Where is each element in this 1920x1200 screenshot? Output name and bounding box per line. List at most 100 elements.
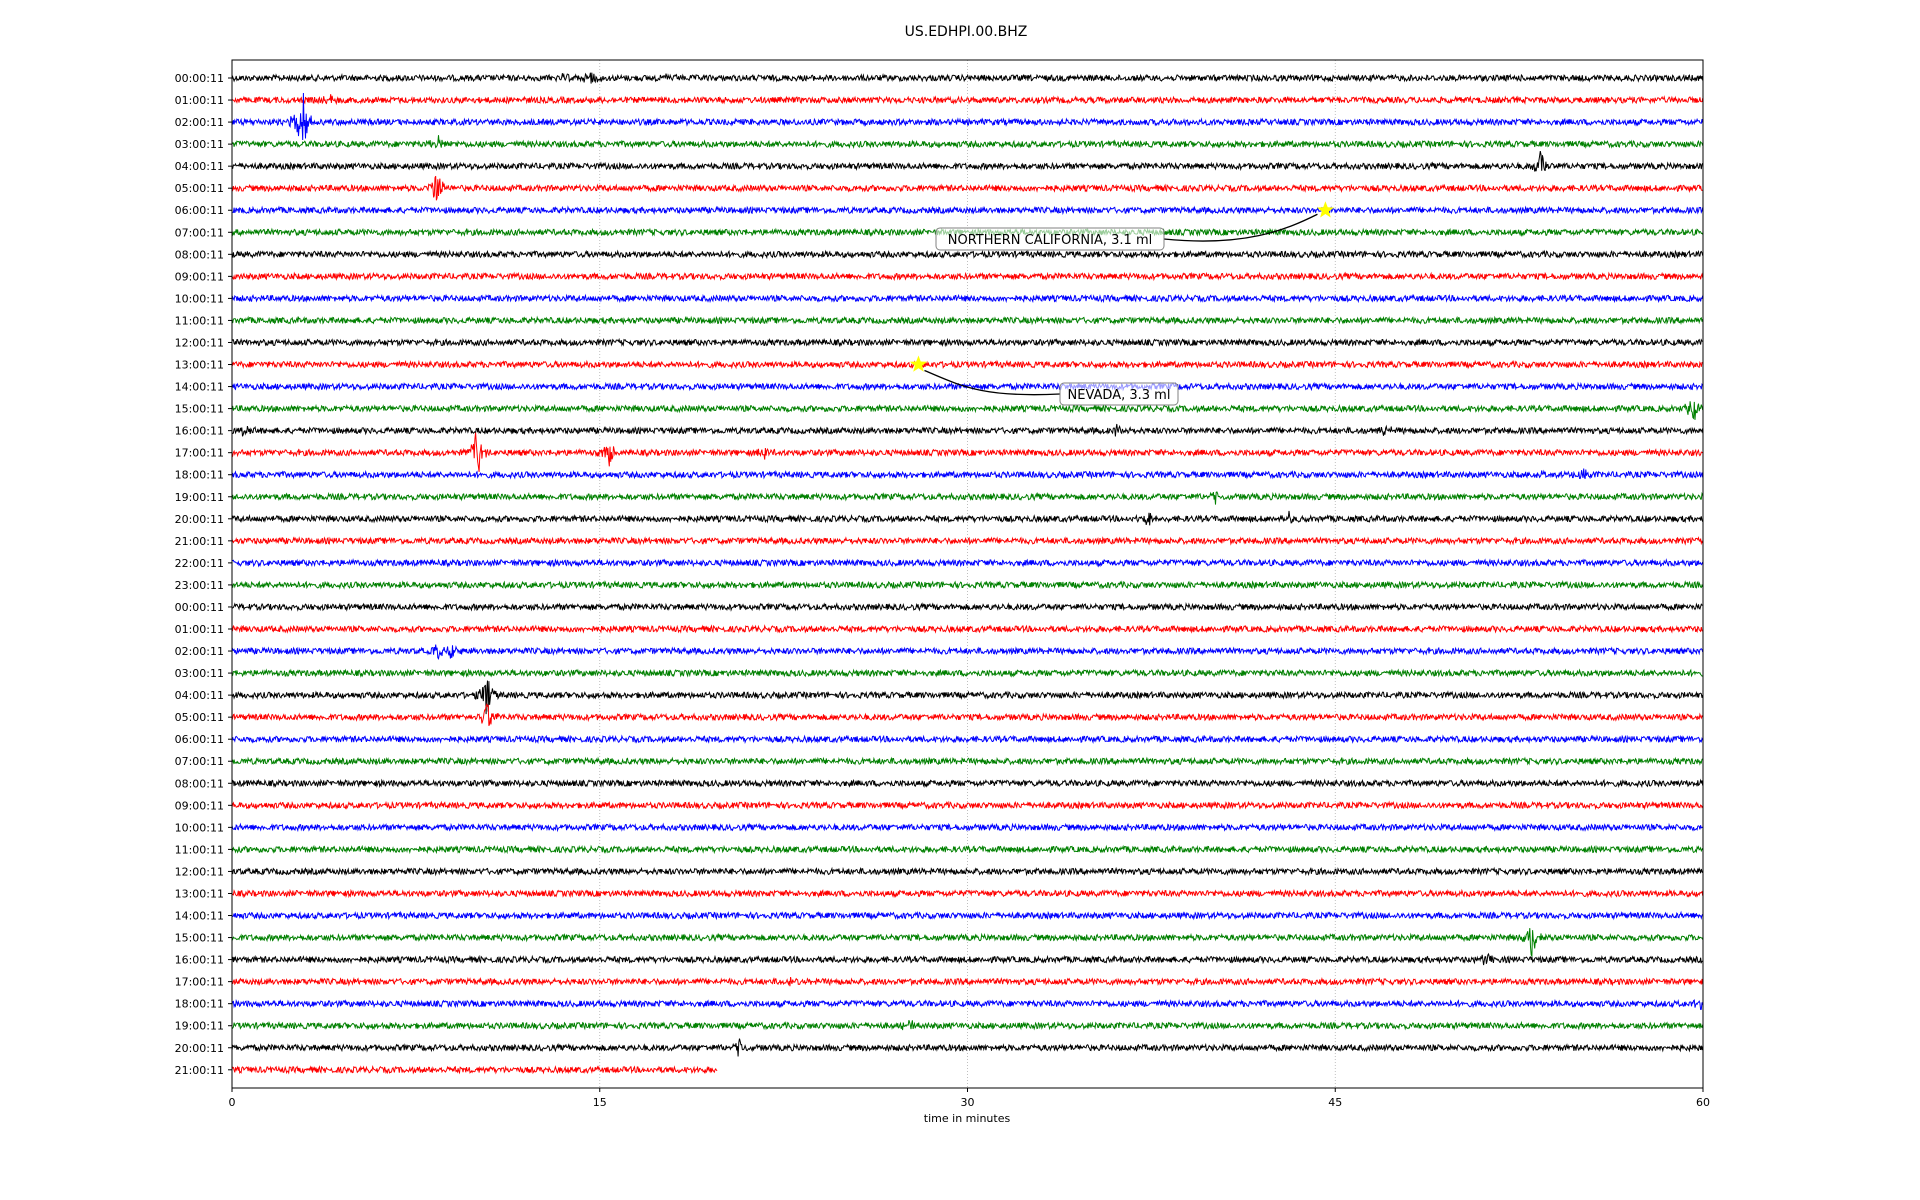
x-tick-label: 30 [961, 1096, 975, 1109]
y-tick-label: 09:00:11 [175, 270, 224, 283]
annotation-box [1059, 382, 1179, 406]
y-tick-label: 07:00:11 [175, 755, 224, 768]
y-tick-label: 11:00:11 [175, 314, 224, 327]
trace-line [231, 703, 1704, 726]
y-tick-label: 16:00:11 [175, 954, 224, 967]
annotations: NORTHERN CALIFORNIA, 3.1 ml NEVADA, 3.3 m… [909, 201, 1334, 406]
annotation-label: NORTHERN CALIFORNIA, 3.1 ml [948, 233, 1152, 248]
y-tick-label: 14:00:11 [175, 381, 224, 394]
trace-line [231, 888, 1704, 899]
x-tick-label: 0 [229, 1096, 236, 1109]
trace-line [231, 800, 1704, 811]
y-tick-label: 00:00:11 [175, 72, 224, 85]
y-tick-label: 05:00:11 [175, 711, 224, 724]
trace-line [231, 72, 1704, 84]
trace-line [231, 337, 1703, 348]
trace-line [231, 175, 1703, 201]
trace-line [231, 491, 1704, 505]
trace-line [231, 468, 1704, 480]
y-tick-label: 12:00:11 [175, 865, 224, 878]
y-tick-label: 10:00:11 [175, 292, 224, 305]
chart-title: US.EDHPI.00.BHZ [905, 24, 1028, 40]
trace-line [231, 558, 1704, 568]
y-tick-label: 17:00:11 [175, 447, 224, 460]
trace-line [231, 271, 1704, 282]
x-axis-label: time in minutes [924, 1112, 1011, 1125]
trace-line [231, 205, 1704, 216]
y-tick-label: 15:00:11 [175, 403, 224, 416]
trace-line [231, 756, 1703, 767]
trace-line [231, 866, 1704, 877]
trace-line [231, 315, 1704, 326]
y-tick-label: 12:00:11 [175, 336, 224, 349]
y-tick-label: 00:00:11 [175, 601, 224, 614]
trace-line [231, 644, 1704, 660]
y-tick-label: 19:00:11 [175, 491, 224, 504]
y-tick-label: 17:00:11 [175, 976, 224, 989]
x-tick-label: 60 [1696, 1096, 1710, 1109]
y-tick-label: 22:00:11 [175, 557, 224, 570]
y-tick-label: 11:00:11 [175, 843, 224, 856]
trace-line [231, 976, 1704, 987]
y-tick-label: 13:00:11 [175, 359, 224, 372]
event-star-marker [1316, 201, 1334, 218]
annotation-arrow [1163, 213, 1318, 242]
y-tick-label: 16:00:11 [175, 425, 224, 438]
y-tick-label: 20:00:11 [175, 513, 224, 526]
y-tick-label: 10:00:11 [175, 821, 224, 834]
trace-line [231, 510, 1704, 526]
y-tick-label: 08:00:11 [175, 248, 224, 261]
y-tick-label: 05:00:11 [175, 182, 224, 195]
y-tick-label: 01:00:11 [175, 623, 224, 636]
trace-line [231, 952, 1703, 966]
trace-line [231, 432, 1703, 472]
trace-line [231, 668, 1703, 678]
trace-line [231, 734, 1704, 744]
annotation-label: NEVADA, 3.3 ml [1068, 388, 1171, 403]
trace-line [231, 135, 1704, 150]
trace-line [231, 293, 1704, 304]
y-tick-label: 14:00:11 [175, 910, 224, 923]
trace-line [231, 151, 1704, 172]
trace-line [231, 94, 1704, 106]
y-tick-label: 02:00:11 [175, 645, 224, 658]
trace-line [231, 910, 1704, 921]
y-tick-labels: 00:00:11 01:00:11 02:00:11 03:00:11 04:00:11… [175, 72, 232, 1077]
y-tick-label: 02:00:11 [175, 116, 224, 129]
annotation: NEVADA, 3.3 ml [909, 355, 1179, 406]
trace-line [231, 602, 1703, 612]
trace-line [231, 778, 1704, 789]
trace-line [231, 624, 1703, 634]
annotation-box [935, 227, 1165, 251]
trace-line [231, 822, 1703, 833]
trace-line [231, 844, 1704, 855]
y-tick-label: 19:00:11 [175, 1020, 224, 1033]
y-tick-label: 01:00:11 [175, 94, 224, 107]
y-tick-label: 09:00:11 [175, 799, 224, 812]
y-tick-label: 04:00:11 [175, 160, 224, 173]
trace-line [231, 928, 1704, 958]
x-tick-labels: 0 15 30 45 60 [229, 1088, 1710, 1109]
trace-line [231, 998, 1704, 1010]
trace-line [231, 536, 1704, 546]
grid-lines [599, 60, 1336, 1088]
y-tick-label: 18:00:11 [175, 998, 224, 1011]
trace-line [231, 1064, 718, 1075]
trace-line [231, 579, 1704, 590]
trace-line [231, 401, 1704, 420]
trace-line [231, 381, 1704, 392]
annotation-arrow [924, 369, 1061, 396]
y-tick-label: 06:00:11 [175, 733, 224, 746]
y-tick-label: 21:00:11 [175, 1064, 224, 1077]
trace-line [231, 92, 1704, 141]
y-tick-label: 23:00:11 [175, 579, 224, 592]
traces [231, 72, 1704, 1075]
trace-line [231, 1020, 1704, 1031]
trace-line [231, 1038, 1704, 1057]
y-tick-label: 04:00:11 [175, 689, 224, 702]
y-tick-label: 13:00:11 [175, 887, 224, 900]
event-star-marker [909, 355, 927, 372]
y-tick-label: 15:00:11 [175, 932, 224, 945]
x-tick-label: 45 [1328, 1096, 1342, 1109]
